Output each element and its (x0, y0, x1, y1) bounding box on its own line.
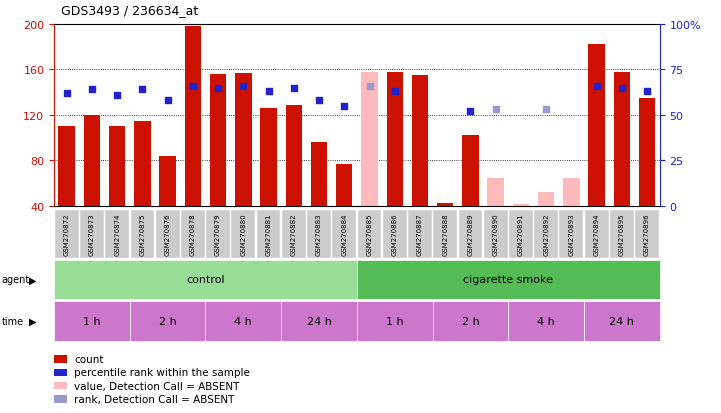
Bar (84, 116, 100, 206)
Point (641, 89, 653, 95)
Text: value, Detection Call = ABSENT: value, Detection Call = ABSENT (74, 381, 239, 391)
Bar (412, 76, 428, 206)
Bar (58, 127, 75, 206)
Text: percentile rank within the sample: percentile rank within the sample (74, 368, 250, 377)
Text: GSM270890: GSM270890 (492, 213, 499, 256)
Text: 4 h: 4 h (537, 316, 555, 326)
Bar (538, 193, 554, 206)
Bar (639, 99, 655, 206)
Text: GSM270882: GSM270882 (291, 213, 297, 256)
Bar (134, 121, 151, 206)
Text: 2 h: 2 h (159, 316, 177, 326)
Bar (185, 27, 201, 206)
Point (262, 89, 274, 95)
Point (86, 87, 97, 93)
Text: 2 h: 2 h (461, 316, 479, 326)
Text: GSM270894: GSM270894 (593, 213, 600, 256)
Text: control: control (186, 275, 225, 285)
Text: GDS3493 / 236634_at: GDS3493 / 236634_at (61, 4, 198, 17)
Text: GSM270874: GSM270874 (114, 213, 120, 256)
Text: GSM270889: GSM270889 (467, 213, 474, 256)
Text: GSM270892: GSM270892 (543, 213, 549, 256)
Point (313, 98, 324, 104)
Text: 4 h: 4 h (234, 316, 252, 326)
Text: GSM270896: GSM270896 (644, 213, 650, 256)
Point (162, 98, 173, 104)
Point (338, 103, 350, 110)
Bar (437, 203, 454, 206)
Point (363, 83, 375, 90)
Text: 24 h: 24 h (609, 316, 634, 326)
Text: GSM270872: GSM270872 (63, 213, 70, 256)
Text: GSM270878: GSM270878 (190, 213, 196, 256)
Bar (336, 164, 353, 206)
Text: GSM270893: GSM270893 (568, 213, 575, 256)
Point (616, 85, 627, 92)
Bar (235, 74, 252, 206)
Bar (386, 73, 403, 206)
Text: GSM270895: GSM270895 (619, 213, 625, 256)
Point (136, 87, 149, 93)
Point (61, 90, 72, 97)
Bar (311, 143, 327, 206)
Text: GSM270888: GSM270888 (442, 213, 448, 256)
Bar (361, 73, 378, 206)
Point (212, 85, 224, 92)
Text: GSM270891: GSM270891 (518, 213, 524, 256)
Text: 1 h: 1 h (386, 316, 404, 326)
Point (288, 85, 299, 92)
Bar (260, 109, 277, 206)
Text: GSM270879: GSM270879 (215, 213, 221, 256)
Text: GSM270883: GSM270883 (316, 213, 322, 256)
Bar (210, 75, 226, 206)
Text: GSM270884: GSM270884 (341, 213, 348, 256)
Text: 1 h: 1 h (83, 316, 101, 326)
Text: GSM270881: GSM270881 (265, 213, 272, 256)
Text: 24 h: 24 h (306, 316, 332, 326)
Point (389, 89, 400, 95)
Text: GSM270887: GSM270887 (417, 213, 423, 256)
Point (464, 109, 476, 115)
Text: ▶: ▶ (29, 316, 36, 326)
Text: agent: agent (1, 275, 30, 285)
Text: cigarette smoke: cigarette smoke (464, 275, 553, 285)
Text: GSM270880: GSM270880 (240, 213, 247, 256)
Point (187, 83, 198, 90)
Bar (462, 136, 479, 206)
Point (111, 93, 123, 99)
Point (540, 107, 552, 114)
Bar (588, 45, 605, 206)
Text: GSM270873: GSM270873 (89, 213, 95, 256)
Text: count: count (74, 354, 104, 364)
Point (490, 107, 501, 114)
Bar (487, 178, 504, 206)
Bar (513, 204, 529, 206)
Text: GSM270885: GSM270885 (366, 213, 373, 256)
Point (590, 83, 602, 90)
Text: GSM270886: GSM270886 (392, 213, 398, 256)
Text: ▶: ▶ (29, 275, 36, 285)
Bar (614, 73, 630, 206)
Bar (286, 105, 302, 206)
Text: GSM270876: GSM270876 (164, 213, 171, 256)
Bar (563, 178, 580, 206)
Text: rank, Detection Call = ABSENT: rank, Detection Call = ABSENT (74, 394, 234, 404)
Bar (159, 157, 176, 206)
Text: time: time (1, 316, 24, 326)
Bar (109, 127, 125, 206)
Text: GSM270875: GSM270875 (139, 213, 146, 256)
Point (237, 83, 249, 90)
